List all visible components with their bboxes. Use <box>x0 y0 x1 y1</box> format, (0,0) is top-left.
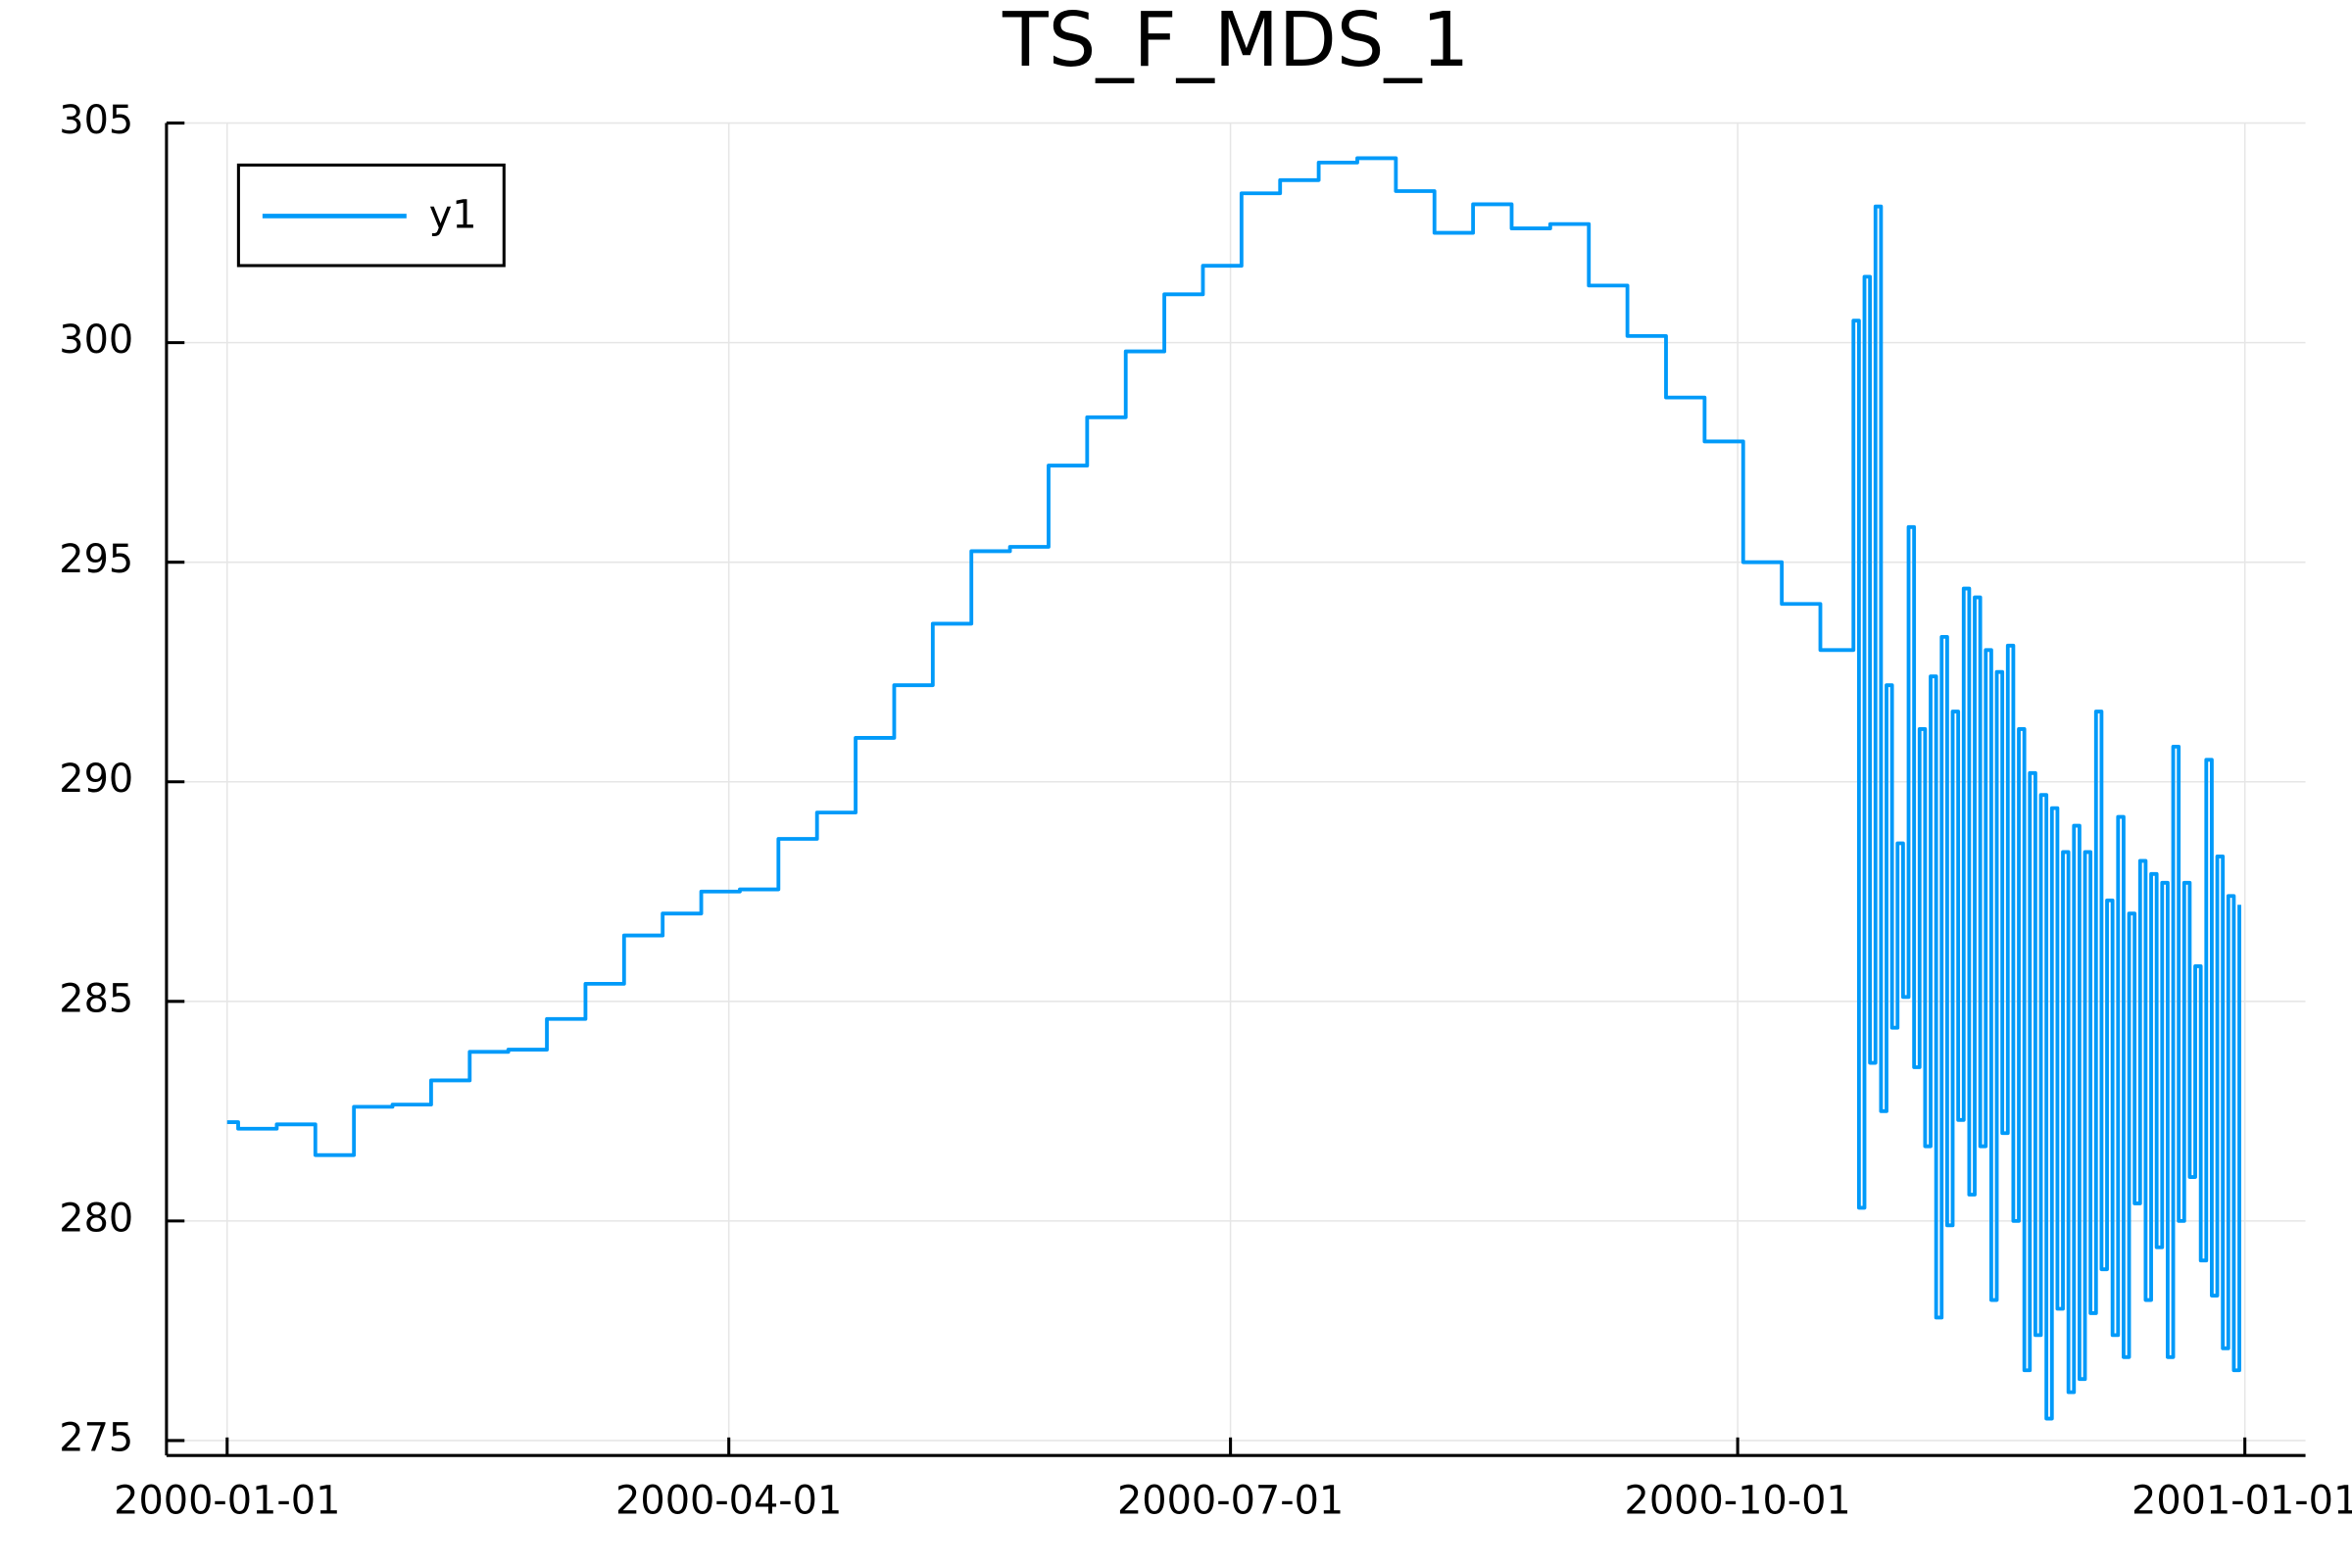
y-tick-label: 290 <box>59 757 133 802</box>
x-tick-label: 2000-04-01 <box>615 1479 842 1524</box>
y-tick-label: 305 <box>59 98 133 143</box>
data-line <box>226 156 2241 1421</box>
y-tick-label: 275 <box>59 1415 133 1460</box>
x-tick-label: 2001-01-01 <box>2132 1479 2352 1524</box>
legend: y1 <box>236 163 506 268</box>
x-tick-label: 2000-07-01 <box>1117 1479 1344 1524</box>
x-tick-label: 2000-01-01 <box>114 1479 340 1524</box>
y-tick-label: 280 <box>59 1196 133 1241</box>
legend-label: y1 <box>429 193 477 238</box>
x-tick-label: 2000-10-01 <box>1625 1479 1851 1524</box>
y-tick-label: 285 <box>59 976 133 1021</box>
y-tick-label: 300 <box>59 318 133 363</box>
chart-title: TS_F_MDS_1 <box>1002 0 1469 84</box>
y-tick-label: 295 <box>59 537 133 582</box>
